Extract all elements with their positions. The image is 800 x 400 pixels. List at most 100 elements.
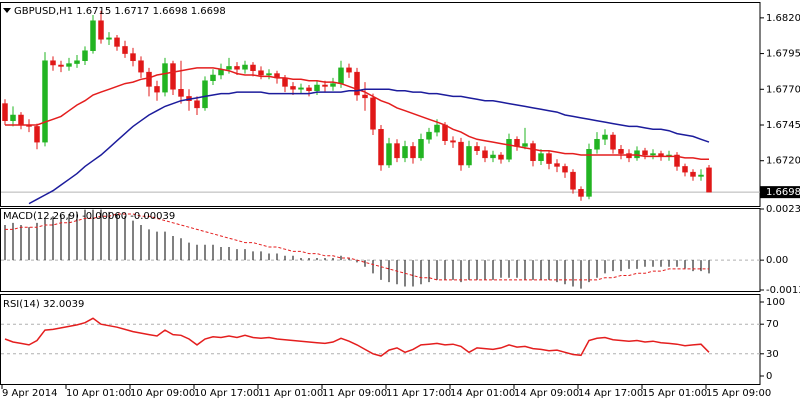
- y-tick-label: 0.00233: [766, 204, 800, 215]
- candle-body: [378, 129, 384, 166]
- candle-body: [34, 126, 40, 143]
- candle-body: [554, 163, 560, 167]
- candle-body: [578, 189, 584, 197]
- candle-body: [74, 60, 80, 64]
- candle-body: [298, 87, 304, 90]
- candle-body: [258, 70, 264, 76]
- candle-body: [146, 71, 152, 87]
- candle-body: [546, 153, 552, 164]
- x-tick-label: 11 Apr 01:00: [258, 388, 323, 399]
- candle-body: [290, 86, 296, 90]
- candle-body: [618, 149, 624, 154]
- x-tick-label: 10 Apr 17:00: [194, 388, 259, 399]
- candle-body: [346, 67, 352, 73]
- x-tick-label: 14 Apr 09:00: [514, 388, 579, 399]
- candle-body: [98, 20, 104, 40]
- y-tick-label: 0.00: [766, 255, 788, 266]
- axes: 1.6820 1.6795 1.6770 1.6745 1.6720 GBPUSD,H1 …: [1, 6, 800, 399]
- candle-body: [138, 60, 144, 73]
- candle-body: [10, 114, 16, 121]
- candle-body: [594, 139, 600, 150]
- y-tick-label: 30: [766, 349, 779, 360]
- x-tick-label: 14 Apr 17:00: [578, 388, 643, 399]
- candle-body: [562, 166, 568, 173]
- candle-body: [306, 87, 312, 91]
- candle-body: [90, 20, 96, 51]
- candle-body: [154, 86, 160, 93]
- candle-body: [466, 146, 472, 166]
- y-tick-label: -0.00136: [766, 285, 800, 296]
- candle-body: [602, 134, 608, 140]
- candle-body: [250, 64, 256, 71]
- candle-body: [426, 131, 432, 140]
- candle-body: [2, 103, 8, 121]
- candle-body: [506, 139, 512, 160]
- price-plot: [1, 10, 760, 205]
- candle-body: [586, 149, 592, 197]
- candle-body: [234, 66, 240, 70]
- candle-body: [314, 84, 320, 91]
- moving-average: [28, 88, 710, 205]
- x-tick-label: 9 Apr 2014: [2, 388, 57, 399]
- candle-body: [370, 97, 376, 130]
- candle-body: [226, 66, 232, 70]
- candle-body: [130, 53, 136, 61]
- candle-body: [522, 143, 528, 147]
- rsi-panel-frame: [0, 294, 761, 385]
- x-tick-label: 14 Apr 01:00: [450, 388, 515, 399]
- price-label-box: [760, 186, 800, 199]
- candle-body: [386, 143, 392, 166]
- price-label: 1.6698: [766, 187, 800, 198]
- candle-body: [706, 167, 712, 193]
- candle-body: [682, 166, 688, 173]
- candle-body: [114, 37, 120, 47]
- candle-body: [282, 77, 288, 87]
- candle-body: [122, 46, 128, 54]
- candle-body: [490, 154, 496, 159]
- candle-body: [362, 94, 368, 99]
- candle-body: [530, 143, 536, 161]
- candle-body: [162, 63, 168, 93]
- y-tick-label: 1.6770: [766, 84, 800, 95]
- candle-body: [674, 154, 680, 167]
- y-tick-label: 100: [766, 297, 785, 308]
- candle-body: [330, 83, 336, 87]
- signal-line: [5, 213, 709, 281]
- candle-body: [18, 114, 24, 126]
- candle-body: [178, 89, 184, 97]
- candle-body: [570, 171, 576, 190]
- candle-body: [194, 100, 200, 109]
- candle-body: [202, 80, 208, 109]
- candle-body: [170, 63, 176, 90]
- panel-menu-icon[interactable]: [3, 8, 11, 13]
- y-tick-label: 1.6720: [766, 156, 800, 167]
- candle-body: [450, 140, 456, 143]
- candle-body: [482, 150, 488, 159]
- price-panel-frame: [0, 2, 761, 207]
- candle-body: [42, 60, 48, 143]
- candle-body: [442, 124, 448, 141]
- candle-body: [322, 84, 328, 87]
- candle-body: [498, 154, 504, 160]
- x-tick-label: 15 Apr 01:00: [642, 388, 707, 399]
- macd-plot: [1, 209, 760, 289]
- candle-body: [538, 153, 544, 161]
- candle-body: [242, 64, 248, 70]
- x-tick-label: 11 Apr 09:00: [322, 388, 387, 399]
- candle-body: [650, 153, 656, 156]
- panel-title: RSI(14) 32.0039: [3, 299, 84, 310]
- panel-title: GBPUSD,H1 1.6715 1.6717 1.6698 1.6698: [14, 6, 226, 17]
- candle-body: [698, 174, 704, 177]
- candle-body: [474, 146, 480, 151]
- candle-body: [66, 63, 72, 67]
- y-tick-label: 1.6795: [766, 49, 800, 60]
- candle-body: [418, 139, 424, 159]
- indicator-line: [4, 317, 710, 357]
- candle-body: [690, 171, 696, 177]
- candle-body: [82, 50, 88, 61]
- candle-body: [394, 143, 400, 159]
- candle-body: [410, 146, 416, 159]
- candle-body: [58, 64, 64, 67]
- candle-body: [338, 67, 344, 84]
